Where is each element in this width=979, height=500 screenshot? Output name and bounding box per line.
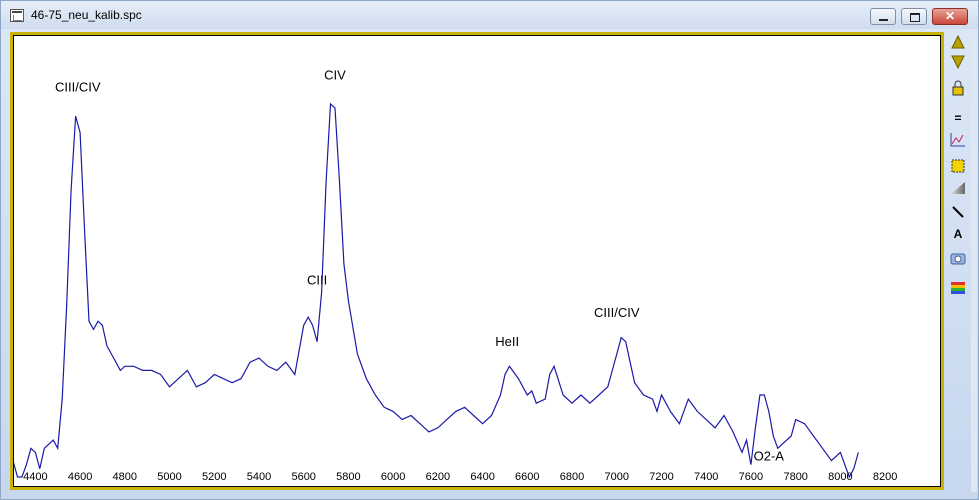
x-tick-label: 6400: [470, 471, 494, 483]
select-box-icon[interactable]: [949, 158, 967, 174]
maximize-icon: [910, 13, 920, 22]
close-button[interactable]: ✕: [932, 8, 968, 25]
x-tick-label: 7200: [649, 471, 673, 483]
gradient-icon[interactable]: [949, 180, 967, 196]
peak-annotation: CIII: [307, 272, 327, 287]
x-tick-label: 5600: [291, 471, 315, 483]
x-tick-label: 8000: [828, 471, 852, 483]
x-tick-label: 4800: [113, 471, 137, 483]
vertical-scrollbar[interactable]: [971, 32, 977, 492]
x-tick-label: 6800: [560, 471, 584, 483]
x-tick-label: 7800: [783, 471, 807, 483]
arrow-up-icon[interactable]: [949, 34, 967, 50]
x-tick-label: 7000: [605, 471, 629, 483]
palette-icon[interactable]: [949, 280, 967, 296]
maximize-button[interactable]: [901, 8, 927, 25]
x-tick-label: 8200: [873, 471, 897, 483]
camera-icon[interactable]: [949, 250, 967, 266]
close-icon: ✕: [944, 9, 956, 23]
x-tick-label: 4600: [68, 471, 92, 483]
spectrum-series-line: [13, 102, 859, 479]
window-title: 46-75_neu_kalib.spc: [31, 8, 142, 22]
x-tick-label: 7600: [739, 471, 763, 483]
arrow-down-icon[interactable]: [949, 54, 967, 70]
x-tick-label: 4400: [23, 471, 47, 483]
plot-toolbar: = A: [947, 32, 969, 492]
x-tick-label: 5400: [247, 471, 271, 483]
minimize-button[interactable]: [870, 8, 896, 25]
x-tick-label: 5800: [336, 471, 360, 483]
x-tick-label: 7400: [694, 471, 718, 483]
equals-icon[interactable]: =: [954, 111, 962, 125]
x-tick-label: 5000: [157, 471, 181, 483]
line-tool-icon[interactable]: [949, 204, 967, 220]
minimize-icon: [879, 19, 888, 21]
spectrum-app-icon[interactable]: [10, 9, 24, 22]
lock-icon[interactable]: [949, 80, 967, 96]
x-tick-label: 6200: [426, 471, 450, 483]
peak-annotation: CIII/CIV: [594, 305, 640, 320]
x-tick-label: 6600: [515, 471, 539, 483]
peak-annotation: CIII/CIV: [55, 80, 101, 95]
peak-annotation: CIV: [324, 67, 346, 82]
peak-annotation: HeII: [495, 334, 519, 349]
graph-icon[interactable]: [949, 132, 967, 148]
x-tick-label: 6000: [381, 471, 405, 483]
text-tool-icon[interactable]: A: [953, 227, 963, 241]
plot-area[interactable]: 4400 4600 4800 5000 5200 5400 5600 5800 6000 6200…: [10, 32, 944, 490]
x-tick-label: 5200: [202, 471, 226, 483]
spectrum-chart[interactable]: 4400 4600 4800 5000 5200 5400 5600 5800 6000 6200…: [13, 35, 941, 487]
title-bar[interactable]: 46-75_neu_kalib.spc ✕: [1, 1, 978, 29]
peak-annotation: O2-A: [754, 449, 785, 464]
